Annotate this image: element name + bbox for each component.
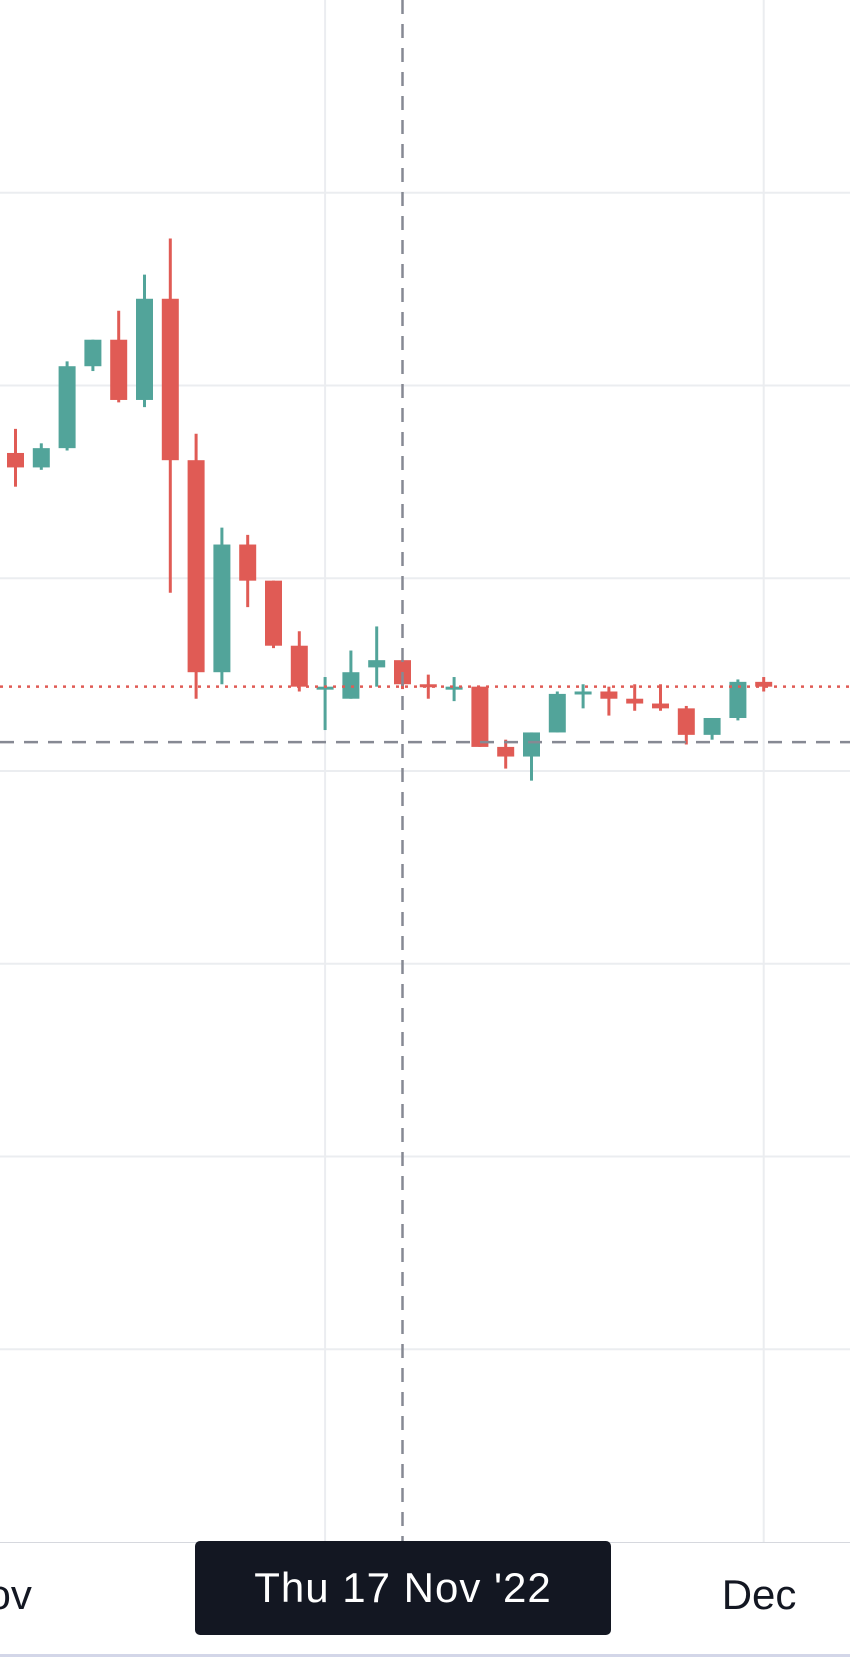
candle-body xyxy=(548,693,566,733)
candle-body xyxy=(136,298,153,400)
axis-bottom-border xyxy=(0,1654,850,1657)
candle xyxy=(265,580,282,649)
x-tick-label-dec: Dec xyxy=(721,1571,797,1618)
candles xyxy=(7,238,773,781)
candle-body xyxy=(445,686,463,690)
candle xyxy=(677,705,695,745)
candle-body xyxy=(239,544,257,581)
candle-body xyxy=(471,686,489,747)
candle-body xyxy=(703,717,721,735)
candle-body xyxy=(161,298,179,461)
candle xyxy=(368,626,386,687)
candle-body xyxy=(342,672,360,699)
candle xyxy=(652,684,669,711)
candle xyxy=(419,674,437,699)
candle-body xyxy=(523,732,540,757)
candle xyxy=(7,428,24,487)
candle-body xyxy=(368,660,386,668)
candle-body xyxy=(290,645,308,687)
x-tick-label-nov: ov xyxy=(0,1571,32,1618)
candle xyxy=(600,686,618,716)
candle xyxy=(290,631,308,692)
candle-body xyxy=(7,452,24,468)
candle-body xyxy=(497,746,515,757)
candle xyxy=(187,433,205,699)
candle-body xyxy=(316,686,334,690)
candle-body xyxy=(213,544,231,673)
crosshair-date-label: Thu 17 Nov '22 xyxy=(195,1541,611,1635)
candle-body xyxy=(419,684,437,688)
candle xyxy=(239,534,257,608)
candle xyxy=(703,717,721,740)
candle xyxy=(316,677,334,731)
candle xyxy=(213,527,231,685)
candle xyxy=(523,732,540,781)
candle xyxy=(84,339,102,372)
grid-lines xyxy=(0,0,850,1542)
candle xyxy=(471,686,489,747)
candle xyxy=(58,361,76,451)
candle xyxy=(548,691,566,733)
candle-body xyxy=(755,681,773,687)
candle-body xyxy=(58,366,76,449)
candle-body xyxy=(652,703,669,709)
candle-body xyxy=(600,691,618,699)
candle xyxy=(755,677,773,692)
candle xyxy=(32,443,50,470)
candle xyxy=(136,274,153,408)
candle-body xyxy=(110,339,128,400)
candle-body xyxy=(626,698,644,704)
candle xyxy=(626,684,644,711)
candlestick-chart[interactable] xyxy=(0,0,850,1542)
candle-body xyxy=(729,681,747,718)
candle-body xyxy=(32,448,50,468)
candle xyxy=(445,677,463,702)
candle-body xyxy=(574,691,592,695)
chart-overlays xyxy=(0,0,850,1542)
candle xyxy=(342,650,360,699)
candle-body xyxy=(187,460,205,673)
candle xyxy=(110,310,128,403)
candle xyxy=(161,238,179,593)
candle-body xyxy=(677,708,695,735)
candle xyxy=(574,684,592,709)
candle xyxy=(729,679,747,721)
candle-body xyxy=(265,580,282,646)
candle xyxy=(497,739,515,769)
candle-body xyxy=(84,339,102,367)
